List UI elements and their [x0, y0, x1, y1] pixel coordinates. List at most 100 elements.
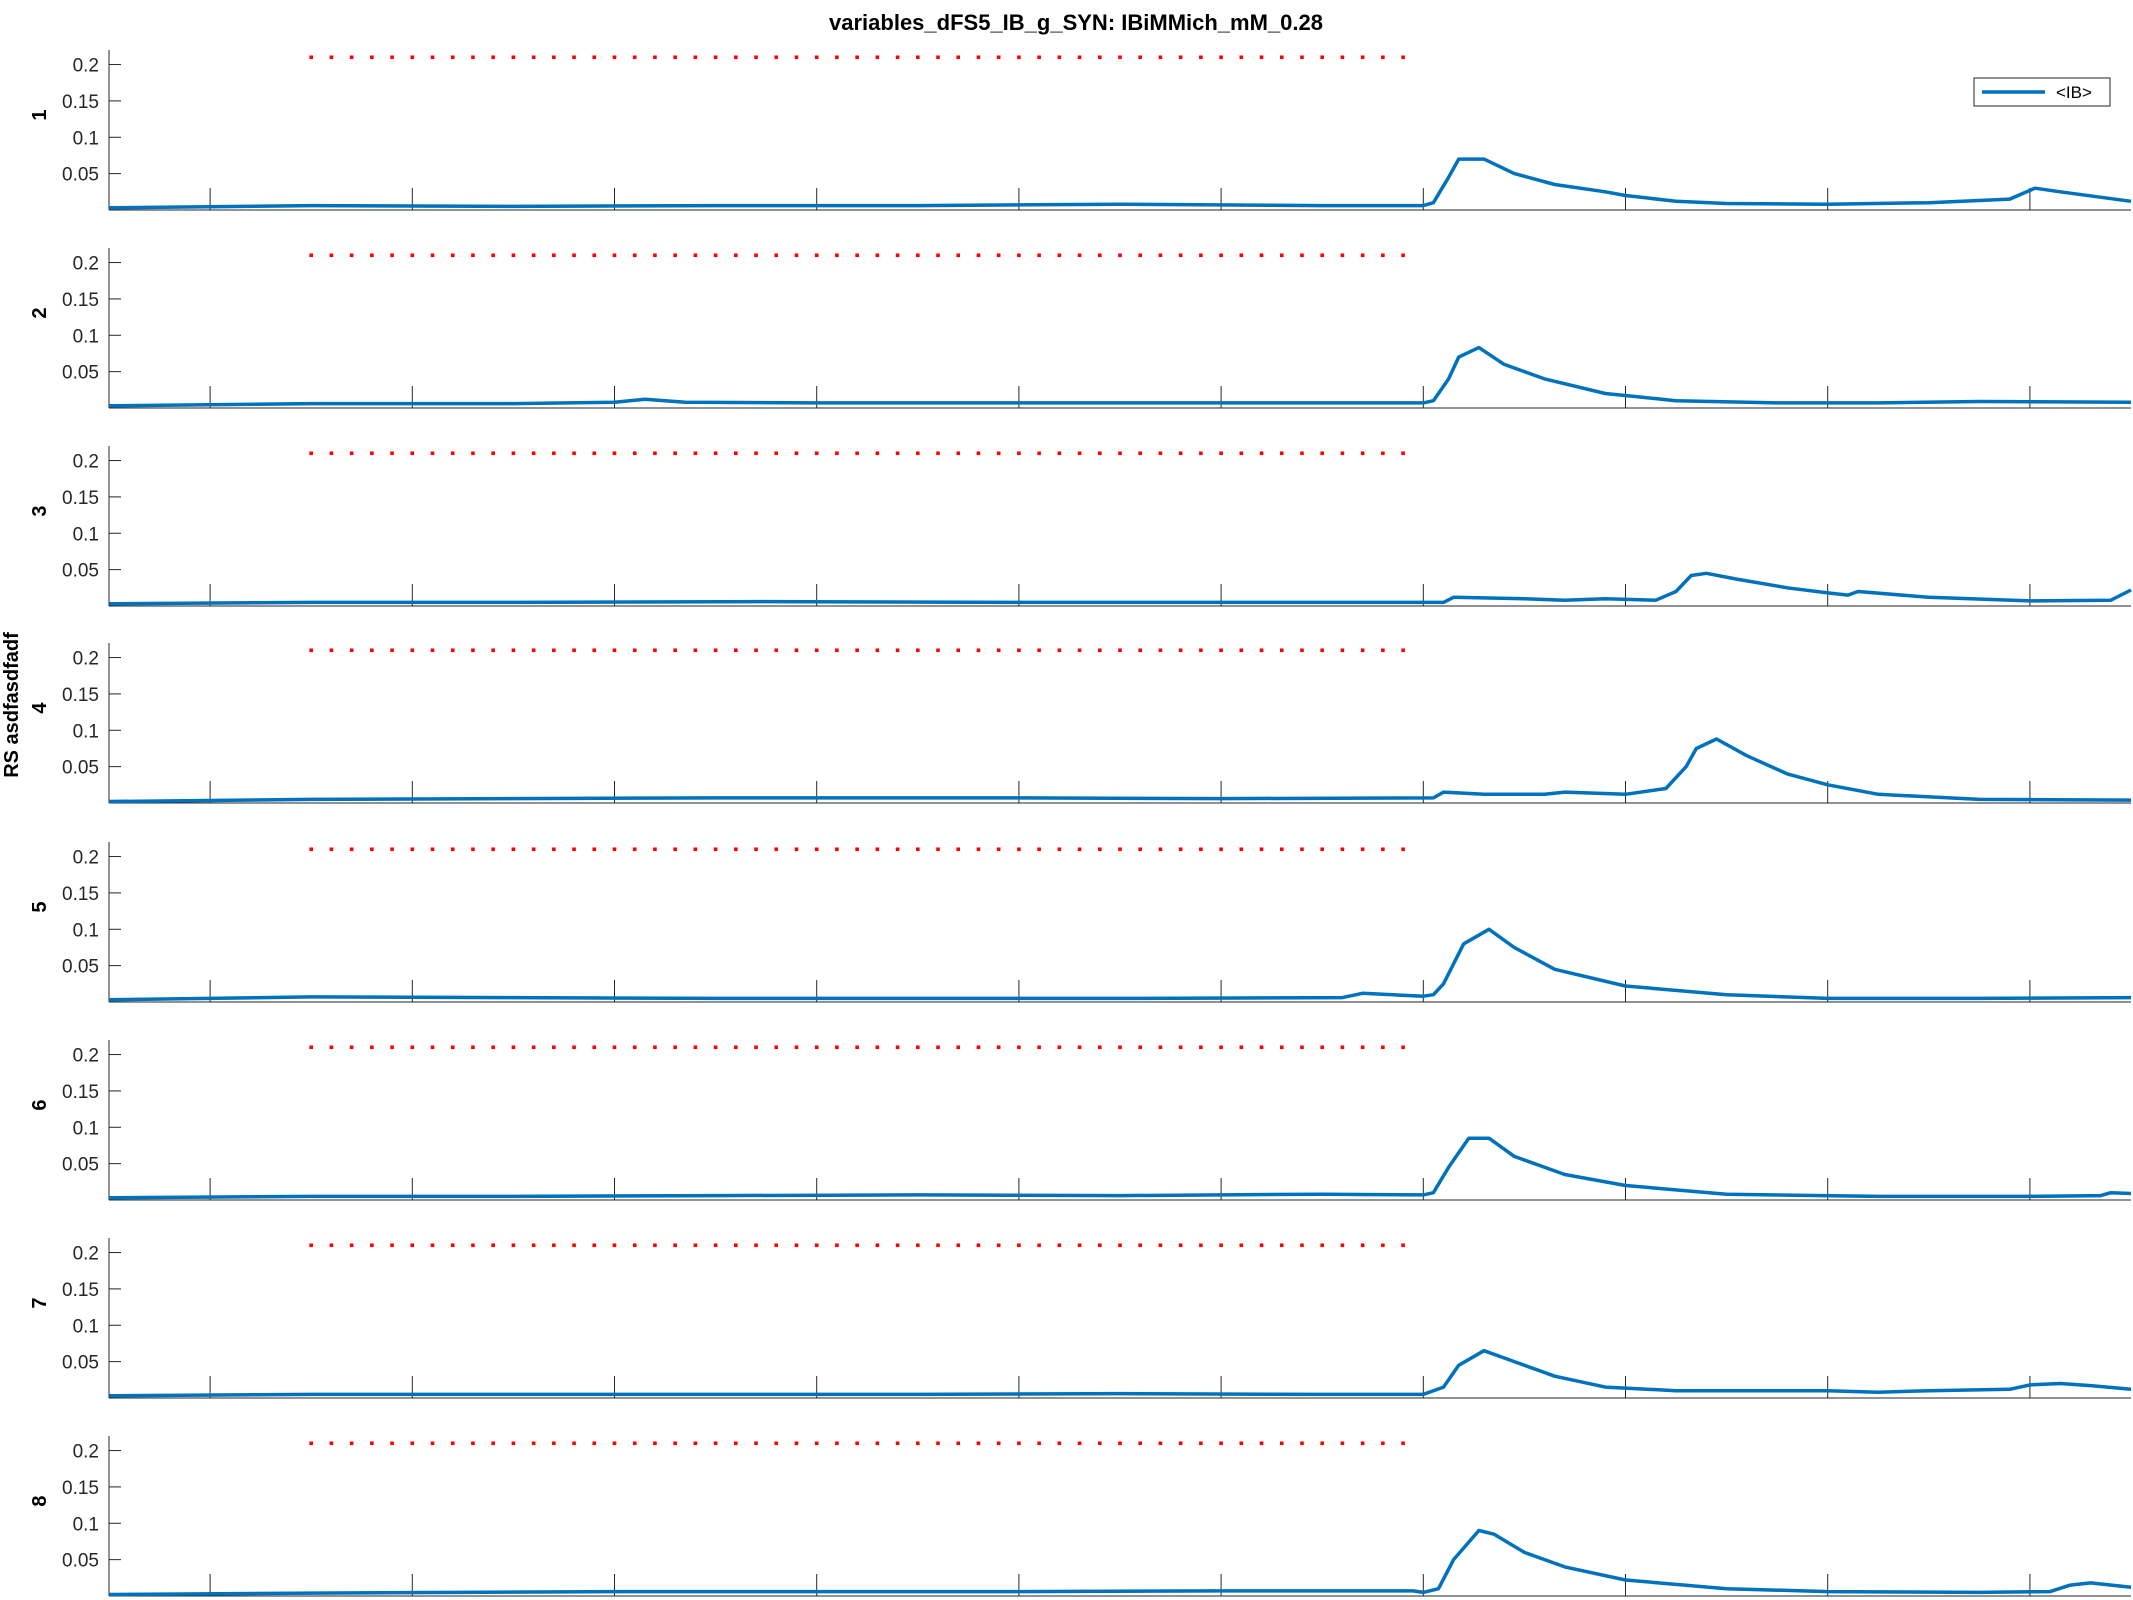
- marker-dot: [309, 1243, 313, 1248]
- marker-dot: [1279, 847, 1284, 852]
- marker-dot: [1138, 1441, 1143, 1446]
- marker-dot: [1138, 847, 1143, 852]
- marker-dot: [1017, 253, 1021, 258]
- marker-dot: [450, 1441, 455, 1446]
- series-line: [108, 737, 2132, 804]
- marker-dot: [1097, 847, 1102, 852]
- marker-dot: [875, 847, 880, 852]
- marker-dot: [1138, 55, 1143, 60]
- marker-dot: [996, 253, 1001, 258]
- marker-dot: [1219, 1441, 1223, 1446]
- marker-dot: [531, 648, 536, 653]
- marker-dot: [1037, 451, 1041, 456]
- marker-dot: [794, 648, 799, 653]
- marker-dot: [693, 451, 698, 456]
- marker-dot: [1037, 253, 1041, 258]
- marker-dot: [1158, 55, 1163, 60]
- y-tick-label: 0.15: [62, 290, 99, 311]
- marker-dot: [956, 55, 961, 60]
- marker-dot: [450, 253, 455, 258]
- marker-dot: [511, 55, 516, 60]
- marker-dot: [572, 847, 576, 852]
- marker-dot: [774, 1045, 779, 1050]
- marker-dot: [835, 451, 839, 456]
- marker-dot: [875, 55, 880, 60]
- marker-dot: [855, 1243, 859, 1248]
- marker-dot: [1057, 1045, 1062, 1050]
- panel-label: 6: [29, 1099, 51, 1110]
- marker-dot: [450, 1045, 455, 1050]
- marker-dot: [794, 1243, 799, 1248]
- marker-dot: [471, 1441, 475, 1446]
- marker-dot: [1340, 847, 1345, 852]
- marker-dot: [612, 1045, 617, 1050]
- marker-dot: [1057, 1243, 1062, 1248]
- marker-dot: [1017, 1441, 1021, 1446]
- marker-dot: [511, 1243, 516, 1248]
- marker-dot: [450, 451, 455, 456]
- marker-dot: [916, 847, 920, 852]
- marker-dot: [794, 253, 799, 258]
- marker-dot: [329, 253, 334, 258]
- marker-dot: [754, 55, 758, 60]
- y-tick-label: 0.1: [73, 326, 99, 347]
- marker-dot: [430, 451, 435, 456]
- marker-dot: [1279, 648, 1284, 653]
- marker-dot: [511, 1441, 516, 1446]
- marker-dot: [794, 451, 799, 456]
- marker-dot: [612, 1243, 617, 1248]
- marker-dot: [1239, 253, 1244, 258]
- marker-dot: [1259, 451, 1264, 456]
- marker-dot: [976, 847, 981, 852]
- marker-dot: [1259, 55, 1264, 60]
- marker-dot: [1077, 253, 1082, 258]
- marker-dot: [895, 1243, 900, 1248]
- marker-dot: [1199, 253, 1203, 258]
- marker-dot: [349, 648, 354, 653]
- marker-dot: [875, 1243, 880, 1248]
- marker-dot: [1158, 1243, 1163, 1248]
- marker-dot: [450, 55, 455, 60]
- marker-dot: [410, 1243, 415, 1248]
- marker-dot: [531, 1441, 536, 1446]
- marker-dot: [1259, 1045, 1264, 1050]
- marker-dot: [1219, 55, 1223, 60]
- marker-dot: [572, 1045, 576, 1050]
- marker-dot: [430, 1441, 435, 1446]
- marker-dot: [1259, 253, 1264, 258]
- marker-dot: [1219, 648, 1223, 653]
- marker-dot: [1077, 451, 1082, 456]
- marker-dot: [895, 55, 900, 60]
- marker-dot: [1178, 847, 1183, 852]
- marker-dot: [552, 1441, 556, 1446]
- marker-dot: [572, 648, 576, 653]
- marker-dot: [976, 1045, 981, 1050]
- marker-dot: [471, 648, 475, 653]
- marker-dot: [1300, 253, 1304, 258]
- marker-dot: [653, 1441, 657, 1446]
- marker-dot: [794, 1045, 799, 1050]
- marker-dot: [1239, 1045, 1244, 1050]
- marker-dot: [734, 253, 738, 258]
- panel-4: 0.05 0.1 0.15 0.2 4: [29, 643, 2132, 804]
- marker-dot: [713, 1045, 718, 1050]
- marker-dot: [531, 1243, 536, 1248]
- marker-dot: [956, 253, 961, 258]
- marker-dot: [390, 55, 394, 60]
- y-tick-label: 0.05: [62, 363, 99, 384]
- marker-dot: [390, 253, 394, 258]
- marker-dot: [1219, 253, 1223, 258]
- marker-dot: [592, 253, 597, 258]
- marker-dot: [430, 55, 435, 60]
- marker-dot: [632, 1045, 637, 1050]
- marker-dot: [713, 451, 718, 456]
- marker-dot: [430, 648, 435, 653]
- marker-dot: [370, 1243, 374, 1248]
- series-line: [108, 345, 2132, 408]
- marker-dot: [1279, 55, 1284, 60]
- marker-dot: [1138, 1243, 1143, 1248]
- y-tick-label: 0.15: [62, 685, 99, 706]
- marker-dot: [1178, 1441, 1183, 1446]
- marker-dot: [592, 1441, 597, 1446]
- marker-dot: [410, 847, 415, 852]
